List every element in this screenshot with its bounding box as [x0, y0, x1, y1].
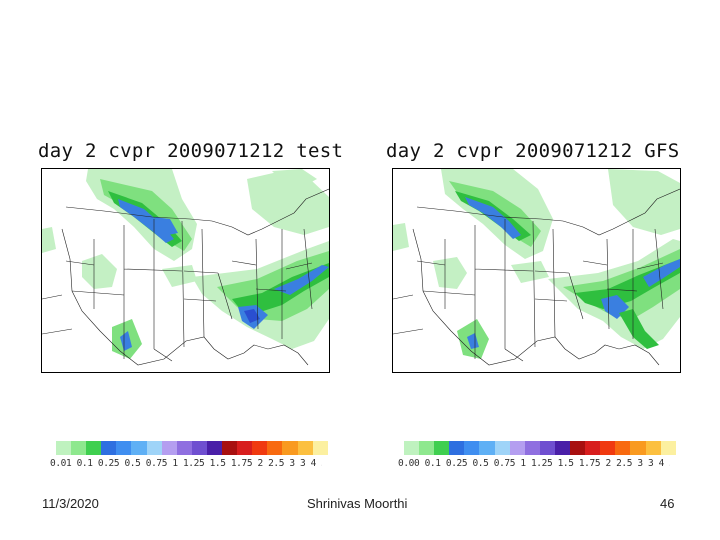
colorbar-swatch [524, 441, 540, 455]
colorbar-swatch [539, 441, 555, 455]
precip-area [118, 199, 174, 243]
colorbar-swatch [434, 441, 450, 455]
precip-area [608, 169, 680, 235]
colorbar-swatch [176, 441, 192, 455]
precip-area [467, 333, 479, 349]
precip-area [244, 309, 260, 323]
colorbar-swatch [131, 441, 147, 455]
precip-area [465, 197, 521, 239]
colorbar-swatch [600, 441, 616, 455]
state-borders [393, 188, 680, 366]
colorbar-swatch [419, 441, 435, 455]
precip-area [42, 227, 56, 253]
colorbar-swatch [464, 441, 480, 455]
precip-area [120, 331, 132, 351]
colorbar-test [56, 441, 328, 455]
colorbar-labels-gfs: 0.00 0.1 0.25 0.5 0.75 1 1.25 1.5 1.75 2… [398, 458, 670, 469]
colorbar-swatch [191, 441, 207, 455]
colorbar-swatch [494, 441, 510, 455]
colorbar-swatch [101, 441, 117, 455]
colorbar-labels-test: 0.01 0.1 0.25 0.5 0.75 1 1.25 1.5 1.75 2… [50, 458, 322, 469]
colorbar-swatch [509, 441, 525, 455]
colorbar-swatch [570, 441, 586, 455]
colorbar-swatch [479, 441, 495, 455]
footer-date: 11/3/2020 [42, 496, 99, 511]
footer-page-number: 46 [660, 496, 675, 511]
precip-area [274, 265, 329, 295]
colorbar-swatch [71, 441, 87, 455]
colorbar-swatch [267, 441, 283, 455]
precip-area [272, 169, 317, 187]
footer-author: Shrinivas Moorthi [307, 496, 408, 511]
colorbar-swatch [660, 441, 676, 455]
colorbar-swatch [449, 441, 465, 455]
colorbar-swatch [585, 441, 601, 455]
precip-area [247, 171, 329, 235]
colorbar-swatch [161, 441, 177, 455]
state-borders [42, 188, 329, 366]
colorbar-gfs [404, 441, 676, 455]
colorbar-swatch [404, 441, 420, 455]
colorbar-swatch [56, 441, 72, 455]
precip-field [42, 169, 329, 359]
colorbar-swatch [554, 441, 571, 455]
precip-area [162, 265, 197, 287]
colorbar-swatch [116, 441, 132, 455]
colorbar-swatch [146, 441, 162, 455]
precip-area [393, 223, 409, 251]
colorbar-swatch [615, 441, 631, 455]
colorbar-swatch [312, 441, 328, 455]
colorbar-swatch [282, 441, 298, 455]
precip-field [393, 169, 680, 359]
colorbar-swatch [630, 441, 646, 455]
colorbar-swatch [86, 441, 102, 455]
colorbar-swatch [206, 441, 223, 455]
colorbar-swatch [222, 441, 238, 455]
precip-map-test [41, 168, 330, 373]
map-title-gfs: day 2 cvpr 2009071212 GFS [386, 140, 680, 162]
precip-area [511, 261, 549, 283]
precip-area [619, 309, 659, 349]
precip-area [82, 254, 117, 289]
colorbar-swatch [297, 441, 313, 455]
precip-area [433, 257, 467, 289]
map-title-test: day 2 cvpr 2009071212 test [38, 140, 344, 162]
colorbar-swatch [252, 441, 268, 455]
colorbar-swatch [645, 441, 661, 455]
precip-map-gfs [392, 168, 681, 373]
colorbar-swatch [237, 441, 253, 455]
precip-area [154, 217, 178, 235]
precip-area [643, 259, 680, 287]
